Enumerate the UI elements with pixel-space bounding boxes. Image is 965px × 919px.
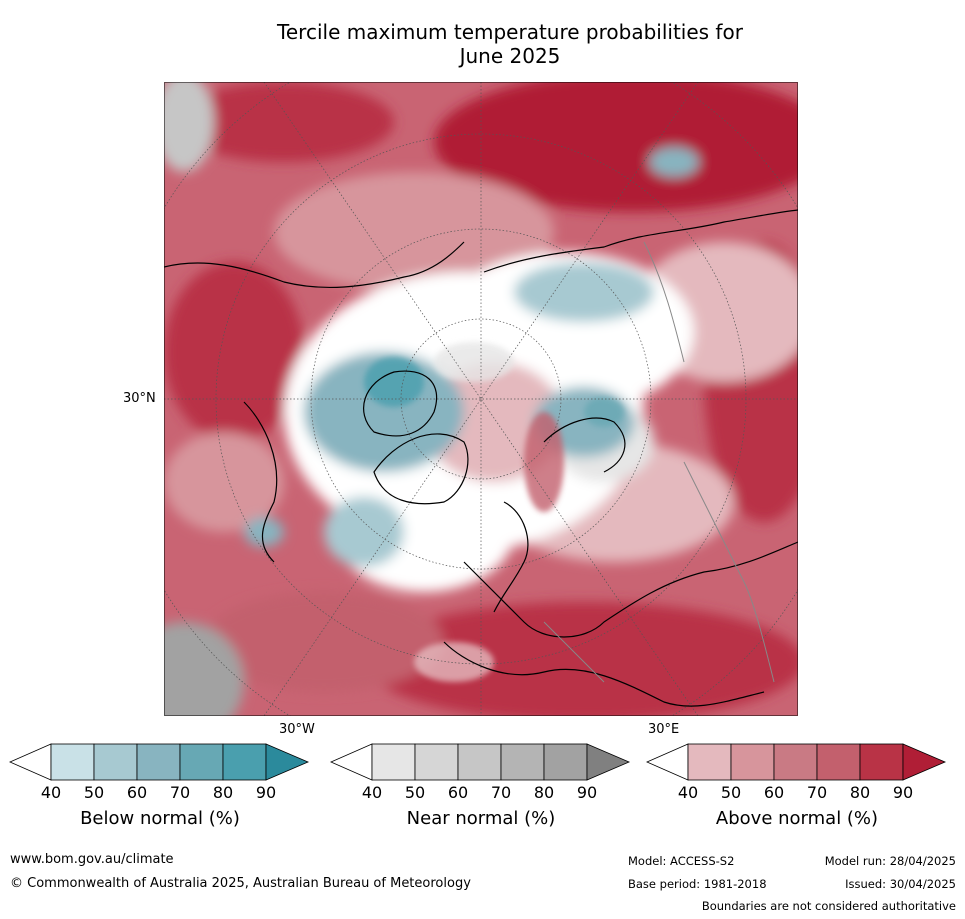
above-normal-cbar-segment: [773, 743, 818, 781]
colorbar-above-normal: [646, 742, 948, 782]
model-run-date: Model run: 28/04/2025: [824, 854, 956, 868]
colorbar-below-normal: [9, 742, 311, 782]
colorbar-below-normal-graphic: [9, 743, 310, 781]
above-normal-tick-label: 80: [849, 783, 871, 802]
below-normal-cbar-segment: [136, 743, 181, 781]
near-normal-tick-label: 40: [361, 783, 383, 802]
field-detail: [364, 342, 624, 682]
country-boundaries: [543, 241, 775, 683]
title-line-2: June 2025: [459, 44, 561, 68]
near-normal-cbar-segment: [543, 743, 588, 781]
below-normal-tick-label: 50: [83, 783, 105, 802]
near-normal-cbar-segment: [457, 743, 502, 781]
below-normal-tick-label: 40: [40, 783, 62, 802]
above-normal-cbar-segment: [816, 743, 861, 781]
below-normal-cbar-segment: [93, 743, 138, 781]
lon-label-30e: 30°E: [648, 722, 680, 737]
above-normal-tick-label: 50: [720, 783, 742, 802]
above-normal-tick-label: 90: [892, 783, 914, 802]
copyright-text: © Commonwealth of Australia 2025, Austra…: [10, 876, 471, 891]
below-normal-cbar-segment: [179, 743, 224, 781]
colorbar-near-normal: [330, 742, 632, 782]
near-normal-tick-label: 60: [447, 783, 469, 802]
near-normal-cbar-segment: [414, 743, 459, 781]
colorbar-near-normal-graphic: [330, 743, 631, 781]
probability-field: [164, 82, 798, 716]
above-normal-cbar-high-triangle: [902, 743, 947, 781]
base-period: Base period: 1981-2018: [628, 877, 767, 891]
colorbar-above-normal-graphic: [646, 743, 947, 781]
above-normal-tick-label: 40: [677, 783, 699, 802]
model-name: Model: ACCESS-S2: [628, 854, 735, 868]
near-normal-tick-label: 50: [404, 783, 426, 802]
near-normal-cbar-low-triangle: [330, 743, 373, 781]
above-normal-cbar-segment: [730, 743, 775, 781]
boundary-disclaimer: Boundaries are not considered authoritat…: [701, 899, 956, 913]
chart-title: Tercile maximum temperature probabilitie…: [160, 20, 860, 68]
issued-date: Issued: 30/04/2025: [845, 877, 956, 891]
above-normal-tick-label: 70: [806, 783, 828, 802]
map-canvas: [164, 82, 798, 716]
below-normal-tick-label: 90: [255, 783, 277, 802]
graticule: [164, 82, 798, 716]
title-line-1: Tercile maximum temperature probabilitie…: [277, 20, 743, 44]
above-normal-cbar-segment: [859, 743, 904, 781]
lon-label-30w: 30°W: [279, 722, 315, 737]
near-normal-cbar-segment: [500, 743, 545, 781]
above-normal-label: Above normal (%): [715, 808, 879, 829]
above-normal-cbar-segment: [687, 743, 732, 781]
near-normal-tick-label: 90: [576, 783, 598, 802]
above-normal-tick-label: 60: [763, 783, 785, 802]
below-normal-tick-label: 60: [126, 783, 148, 802]
probability-map: [164, 82, 798, 716]
below-normal-label: Below normal (%): [80, 808, 240, 829]
below-normal-cbar-high-triangle: [265, 743, 310, 781]
website-link[interactable]: www.bom.gov.au/climate: [10, 852, 174, 867]
above-normal-cbar-low-triangle: [646, 743, 689, 781]
below-normal-cbar-segment: [222, 743, 267, 781]
near-normal-tick-label: 80: [533, 783, 555, 802]
near-normal-label: Near normal (%): [406, 808, 556, 829]
near-normal-cbar-high-triangle: [586, 743, 631, 781]
near-normal-cbar-segment: [371, 743, 416, 781]
near-normal-tick-label: 70: [490, 783, 512, 802]
below-normal-tick-label: 80: [212, 783, 234, 802]
below-normal-cbar-segment: [50, 743, 95, 781]
lat-label-30n: 30°N: [123, 391, 156, 406]
below-normal-tick-label: 70: [169, 783, 191, 802]
below-normal-cbar-low-triangle: [9, 743, 52, 781]
